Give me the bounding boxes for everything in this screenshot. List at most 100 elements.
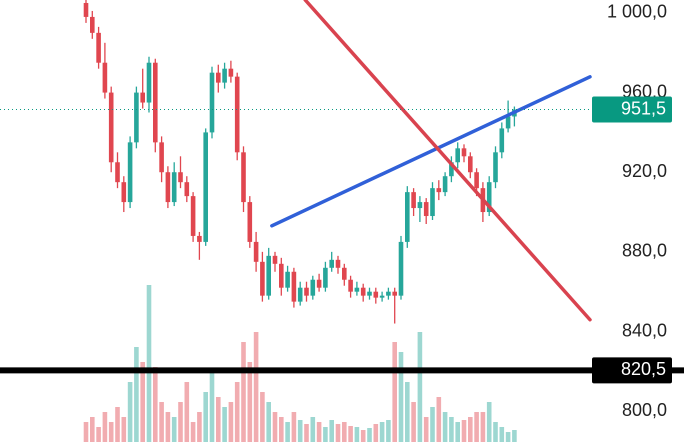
candle-body [367, 291, 372, 296]
candle-body [323, 267, 328, 288]
trend-line [303, 0, 592, 322]
volume-bar [304, 424, 309, 442]
candle-body [203, 132, 208, 242]
candle-body [304, 287, 309, 296]
candle-body [165, 172, 171, 203]
y-tick-label: 960,0 [622, 81, 667, 101]
price-label: 820,5 [621, 359, 666, 379]
candle-body [468, 156, 473, 173]
volume-bar [398, 352, 404, 442]
volume-bar [134, 347, 139, 442]
volume-bar [178, 402, 183, 442]
volume-bar [474, 412, 479, 442]
volume-bar [354, 427, 360, 442]
volume-bar [222, 407, 227, 442]
candle-body [216, 72, 221, 83]
candle-body [228, 68, 234, 77]
volume-bar [480, 412, 486, 442]
volume-bar [146, 285, 152, 442]
y-tick-label: 920,0 [622, 161, 667, 181]
candle-body [354, 287, 360, 292]
volume-bar [455, 422, 460, 442]
candle-body [279, 263, 284, 288]
volume-bar [493, 422, 498, 442]
volume-bar [127, 382, 133, 442]
volume-bar [96, 427, 101, 442]
price-label-box [592, 357, 672, 384]
candle-body [266, 255, 271, 296]
volume-bar [291, 412, 297, 442]
candle-body [297, 287, 303, 302]
candle-body [342, 267, 347, 280]
volume-bar [379, 422, 385, 442]
candle-body [115, 162, 120, 183]
candle-body [442, 176, 448, 193]
volume-bar [285, 422, 290, 442]
volume-bar [165, 412, 171, 442]
volume-bar [461, 420, 467, 442]
volume-bar [512, 430, 517, 442]
volume-bar [348, 426, 353, 442]
volume-bar [83, 422, 89, 442]
volume-bar [449, 417, 454, 442]
volume-bar [102, 412, 108, 442]
volume-bar [115, 407, 120, 442]
candle-body [96, 32, 101, 63]
volume-bar [442, 412, 448, 442]
candle-body [505, 116, 511, 129]
candle-body [430, 188, 435, 217]
candle-body [108, 92, 114, 163]
price-label: 951,5 [621, 98, 666, 118]
volume-bar [279, 417, 284, 442]
volume-bar [190, 422, 196, 442]
candle-body [285, 271, 290, 288]
overlay-layer: 1 000,0 960,0 920,0 880,0 840,0 800,0 951,5 820… [0, 0, 684, 420]
volume-bar [234, 382, 240, 442]
y-tick-label: 880,0 [622, 241, 667, 261]
volume-bar [247, 362, 253, 442]
volume-bar [323, 427, 328, 442]
candle-body [234, 76, 240, 153]
candle-body [373, 291, 379, 298]
candle-body [134, 92, 139, 143]
candle-body [159, 142, 164, 173]
candle-body [405, 192, 410, 242]
candle-body [146, 62, 152, 103]
volume-bar [241, 342, 246, 442]
volume-bar [203, 392, 208, 442]
volume-bar [342, 422, 347, 442]
candle-body [197, 235, 202, 242]
volume-bar [468, 417, 473, 442]
candle-body [411, 192, 416, 209]
trend-line [270, 75, 592, 228]
candle-body [461, 148, 467, 157]
candle-body [291, 271, 297, 302]
candle-body [241, 152, 246, 203]
volume-bar [486, 402, 492, 442]
volume-bar [499, 427, 505, 442]
volume-bar [153, 367, 158, 442]
volume-bar [90, 417, 95, 442]
volume-bar [436, 397, 442, 442]
candle-body [316, 279, 322, 288]
volume-bar [171, 417, 177, 442]
volume-bar [216, 397, 221, 442]
volume-bar [121, 417, 127, 442]
candle-body [329, 259, 334, 268]
candle-body [247, 202, 253, 242]
volume-bar [260, 392, 265, 442]
candle-body [153, 62, 158, 143]
candle-body [190, 196, 196, 236]
volume-bar [367, 428, 372, 442]
candle-body [178, 172, 183, 183]
candle-body [398, 241, 404, 296]
volume-bar [423, 417, 429, 442]
candle-body [90, 16, 95, 33]
volume-bar [108, 422, 114, 442]
volume-bar [310, 417, 316, 442]
volume-bar [392, 342, 397, 442]
volume-bar [360, 430, 366, 442]
volume-bar [253, 332, 259, 442]
candle-body [486, 182, 492, 213]
